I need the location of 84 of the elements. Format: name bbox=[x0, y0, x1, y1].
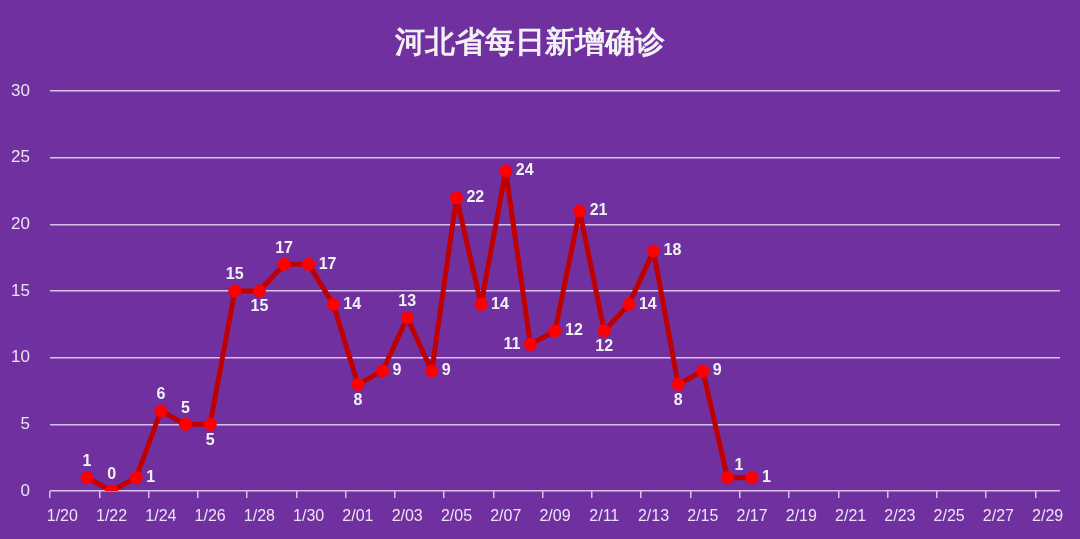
point bbox=[326, 297, 340, 311]
point bbox=[203, 417, 217, 431]
data-label: 12 bbox=[565, 321, 583, 339]
x-tick-label: 2/03 bbox=[391, 507, 423, 525]
point bbox=[474, 297, 488, 311]
x-tick-label: 2/21 bbox=[835, 507, 867, 525]
data-label: 1 bbox=[146, 468, 156, 486]
data-label: 13 bbox=[398, 292, 417, 310]
point bbox=[671, 377, 685, 391]
x-tick-label: 2/29 bbox=[1032, 507, 1064, 525]
data-label: 14 bbox=[638, 294, 657, 312]
point bbox=[622, 297, 636, 311]
point bbox=[228, 284, 242, 298]
data-label: 17 bbox=[275, 238, 294, 256]
x-tick-label: 2/19 bbox=[785, 507, 818, 525]
data-label: 9 bbox=[712, 361, 722, 379]
data-label: 9 bbox=[392, 361, 402, 379]
data-label: 1 bbox=[82, 452, 92, 470]
data-label: 15 bbox=[250, 297, 269, 315]
x-tick-label: 1/26 bbox=[194, 507, 226, 525]
data-label: 11 bbox=[503, 334, 521, 352]
x-tick-label: 2/05 bbox=[440, 507, 473, 525]
x-tick-label: 2/07 bbox=[490, 507, 522, 525]
point bbox=[523, 337, 537, 351]
point bbox=[252, 284, 266, 298]
x-tick-label: 2/25 bbox=[933, 507, 965, 525]
point bbox=[129, 471, 143, 485]
point bbox=[449, 191, 463, 205]
data-label: 22 bbox=[466, 188, 485, 206]
point bbox=[277, 257, 291, 271]
point bbox=[400, 311, 414, 325]
x-tick-label: 1/20 bbox=[46, 507, 78, 525]
x-tick-label: 2/11 bbox=[589, 507, 620, 525]
point bbox=[376, 364, 390, 378]
data-label: 1 bbox=[734, 456, 744, 474]
data-label: 17 bbox=[318, 254, 337, 272]
data-label: 8 bbox=[673, 390, 683, 408]
x-tick-label: 1/24 bbox=[145, 507, 177, 525]
y-tick-label: 25 bbox=[11, 147, 30, 167]
y-tick-label: 0 bbox=[20, 480, 30, 500]
x-tick-label: 2/15 bbox=[687, 507, 719, 525]
point bbox=[696, 364, 710, 378]
point bbox=[745, 471, 759, 485]
data-label: 5 bbox=[205, 430, 215, 448]
data-label: 6 bbox=[156, 385, 166, 403]
x-tick-label: 2/17 bbox=[736, 507, 768, 525]
point bbox=[548, 324, 562, 338]
data-label: 24 bbox=[515, 161, 534, 179]
data-label: 14 bbox=[491, 294, 509, 312]
point bbox=[302, 257, 316, 271]
data-label: 0 bbox=[107, 465, 117, 483]
point bbox=[647, 244, 661, 258]
point bbox=[351, 377, 365, 391]
data-label: 8 bbox=[353, 390, 363, 408]
point bbox=[499, 164, 513, 178]
data-label: 21 bbox=[589, 201, 608, 219]
x-tick-label: 1/28 bbox=[243, 507, 276, 525]
x-tick-label: 1/22 bbox=[96, 507, 128, 525]
y-tick-label: 20 bbox=[11, 214, 30, 234]
data-label: 9 bbox=[441, 361, 451, 379]
point bbox=[154, 404, 168, 418]
data-label: 5 bbox=[181, 398, 191, 416]
x-tick-label: 2/23 bbox=[884, 507, 916, 525]
x-tick-label: 2/13 bbox=[637, 507, 670, 525]
data-label: 12 bbox=[595, 337, 614, 355]
point bbox=[425, 364, 439, 378]
data-label: 18 bbox=[663, 241, 682, 259]
point bbox=[597, 324, 611, 338]
x-tick-label: 2/09 bbox=[539, 507, 571, 525]
point bbox=[178, 417, 192, 431]
x-tick-label: 2/27 bbox=[982, 507, 1015, 525]
x-tick-label: 1/30 bbox=[293, 507, 325, 525]
y-tick-label: 5 bbox=[20, 414, 30, 434]
chart-title: 河北省每日新增确诊 bbox=[394, 25, 666, 59]
data-label: 1 bbox=[762, 468, 772, 486]
y-tick-label: 30 bbox=[11, 80, 30, 100]
x-tick-label: 2/01 bbox=[342, 507, 374, 525]
data-label: 15 bbox=[225, 265, 244, 283]
data-label: 14 bbox=[343, 294, 362, 312]
point bbox=[80, 471, 94, 485]
y-tick-label: 10 bbox=[11, 347, 30, 367]
point bbox=[573, 204, 587, 218]
y-tick-label: 15 bbox=[11, 280, 30, 300]
point bbox=[720, 471, 734, 485]
